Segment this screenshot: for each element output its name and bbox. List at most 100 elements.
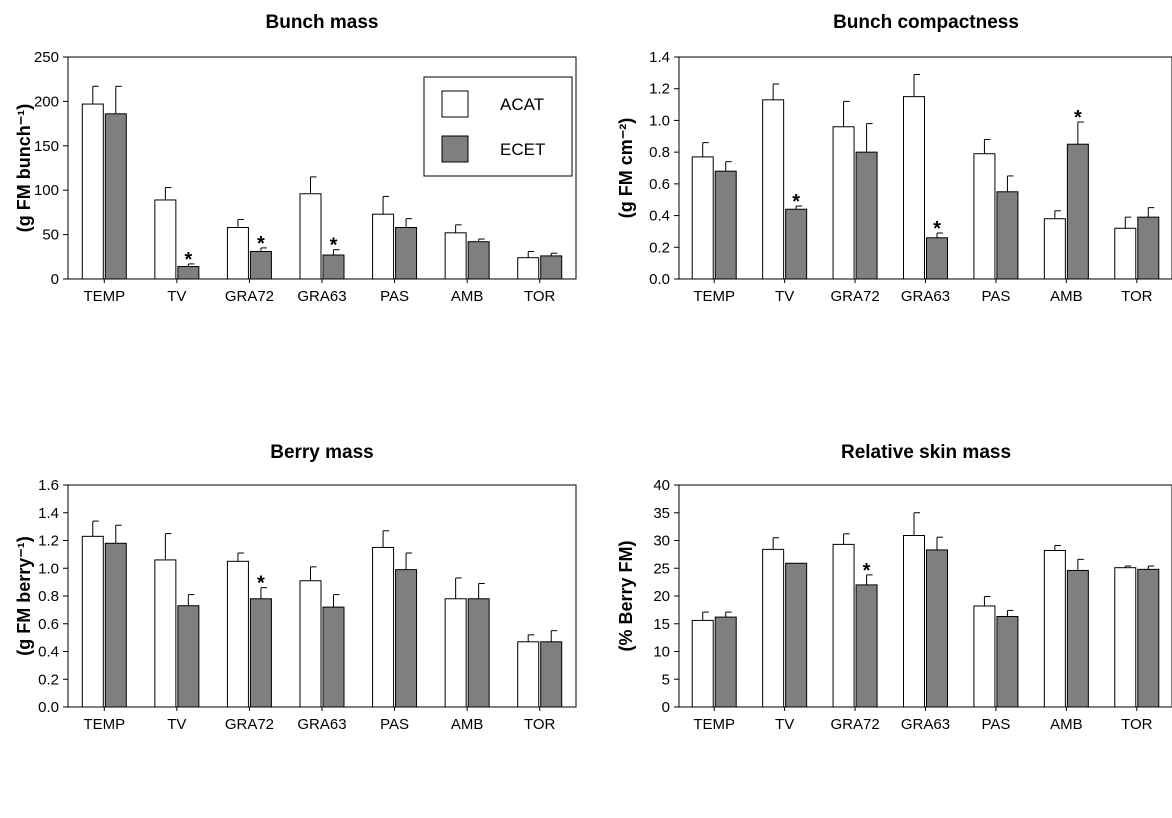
bar-acat xyxy=(1043,218,1066,280)
bar-ecet xyxy=(785,208,808,280)
y-tick-label: 150 xyxy=(34,138,59,155)
x-tick-label: GRA63 xyxy=(297,716,346,733)
y-tick-label: 15 xyxy=(653,616,670,633)
bar-ecet xyxy=(1066,143,1089,280)
x-tick-label: TOR xyxy=(524,716,556,733)
bar-ecet xyxy=(467,598,490,708)
bar-acat xyxy=(1114,567,1137,708)
bar-acat xyxy=(444,598,467,708)
significance-marker: * xyxy=(184,249,192,271)
bar-ecet xyxy=(249,250,272,280)
significance-marker: * xyxy=(792,191,800,213)
x-tick-label: TV xyxy=(167,716,186,733)
x-tick-label: TEMP xyxy=(83,288,125,305)
x-tick-label: TV xyxy=(775,716,794,733)
chart-title: Berry mass xyxy=(270,442,374,463)
y-tick-label: 1.2 xyxy=(649,81,670,98)
bar-ecet xyxy=(926,549,948,708)
significance-marker: * xyxy=(330,235,338,257)
x-tick-label: PAS xyxy=(981,716,1010,733)
x-tick-label: PAS xyxy=(380,716,409,733)
bar-ecet xyxy=(467,241,490,280)
x-tick-label: TEMP xyxy=(83,716,125,733)
y-tick-label: 200 xyxy=(34,93,59,110)
y-tick-label: 1.4 xyxy=(38,505,59,522)
bar-acat xyxy=(691,619,714,708)
bar-acat xyxy=(81,103,104,280)
legend-label-ecet: ECET xyxy=(500,140,545,159)
bar-acat xyxy=(903,535,925,708)
y-tick-label: 50 xyxy=(42,227,59,244)
bar-ecet xyxy=(926,237,948,280)
chart-panel-2: Bunch compactness (g FM cm⁻²) 0.0 0.2 0.4 0.6… xyxy=(616,12,1172,305)
bar-acat xyxy=(372,213,395,280)
bar-acat xyxy=(832,543,855,708)
bar-ecet xyxy=(1066,569,1089,708)
bar-ecet xyxy=(1137,216,1160,280)
bar-acat xyxy=(517,257,540,280)
y-tick-label: 0.8 xyxy=(38,588,59,605)
y-tick-label: 1.0 xyxy=(38,560,59,577)
bar-acat xyxy=(832,126,855,280)
bar-ecet xyxy=(996,616,1019,708)
x-tick-label: TEMP xyxy=(693,716,735,733)
x-tick-label: AMB xyxy=(451,288,484,305)
x-tick-label: GRA72 xyxy=(830,288,879,305)
y-tick-label: 1.4 xyxy=(649,49,670,66)
bar-ecet xyxy=(395,226,418,280)
bar-acat xyxy=(691,156,714,280)
y-tick-label: 250 xyxy=(34,49,59,66)
y-tick-label: 0.2 xyxy=(38,671,59,688)
chart-title: Bunch compactness xyxy=(833,12,1019,33)
bar-ecet xyxy=(322,254,345,280)
x-tick-label: TOR xyxy=(1121,716,1153,733)
y-tick-label: 1.2 xyxy=(38,533,59,550)
x-tick-label: TOR xyxy=(1121,288,1153,305)
y-tick-label: 1.6 xyxy=(38,477,59,494)
y-axis-label: (g FM berry⁻¹) xyxy=(14,536,34,656)
x-tick-label: GRA72 xyxy=(830,716,879,733)
y-tick-label: 35 xyxy=(653,505,670,522)
chart-panel-3: Berry mass (g FM berry⁻¹) 0.0 0.2 0.4 0.6 0.8 1… xyxy=(14,442,577,733)
bar-ecet xyxy=(714,170,737,280)
bar-acat xyxy=(444,232,467,280)
bar-ecet xyxy=(540,641,563,708)
x-tick-label: TOR xyxy=(524,288,556,305)
y-tick-label: 0.4 xyxy=(649,208,670,225)
y-tick-label: 0.6 xyxy=(38,616,59,633)
bar-ecet xyxy=(177,605,200,708)
bar-ecet xyxy=(104,113,127,280)
chart-title: Relative skin mass xyxy=(841,442,1011,463)
x-tick-label: TEMP xyxy=(693,288,735,305)
bar-ecet xyxy=(540,255,563,280)
bar-acat xyxy=(226,226,249,280)
y-tick-label: 0.6 xyxy=(649,176,670,193)
significance-marker: * xyxy=(1074,107,1082,129)
bar-acat xyxy=(903,96,925,280)
y-tick-label: 30 xyxy=(653,533,670,550)
y-tick-label: 0.0 xyxy=(649,271,670,288)
x-tick-label: GRA63 xyxy=(297,288,346,305)
bar-ecet xyxy=(249,598,272,708)
bar-ecet xyxy=(104,542,127,708)
bar-ecet xyxy=(996,191,1019,280)
y-tick-label: 1.0 xyxy=(649,112,670,129)
bar-acat xyxy=(973,153,996,280)
x-tick-label: GRA72 xyxy=(225,716,274,733)
y-tick-label: 40 xyxy=(653,477,670,494)
bar-acat xyxy=(154,559,177,708)
bar-ecet xyxy=(855,584,878,708)
bar-acat xyxy=(762,99,785,280)
bar-ecet xyxy=(785,562,808,708)
bar-ecet xyxy=(395,569,418,708)
y-tick-label: 0.0 xyxy=(38,699,59,716)
y-axis-label: (g FM cm⁻²) xyxy=(616,118,636,219)
bar-acat xyxy=(973,605,996,708)
y-tick-label: 0.2 xyxy=(649,239,670,256)
bar-ecet xyxy=(322,606,345,708)
bar-ecet xyxy=(714,616,737,708)
bar-ecet xyxy=(855,151,878,280)
x-tick-label: PAS xyxy=(981,288,1010,305)
x-tick-label: AMB xyxy=(1050,716,1083,733)
x-tick-label: GRA63 xyxy=(901,716,950,733)
